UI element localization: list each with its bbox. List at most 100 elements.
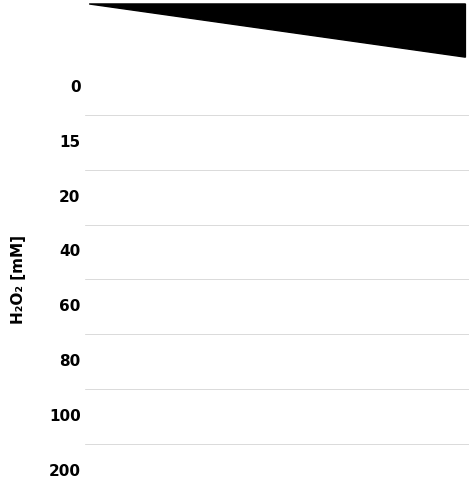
Circle shape — [228, 182, 263, 212]
Circle shape — [305, 198, 315, 206]
Circle shape — [183, 415, 189, 421]
Text: 15: 15 — [59, 135, 81, 150]
Circle shape — [161, 180, 201, 214]
Text: 20: 20 — [59, 189, 81, 204]
Circle shape — [310, 139, 314, 143]
Circle shape — [298, 187, 320, 207]
Circle shape — [237, 299, 246, 307]
Circle shape — [99, 181, 136, 213]
Circle shape — [367, 78, 374, 84]
Circle shape — [91, 175, 143, 219]
Circle shape — [222, 67, 269, 108]
Circle shape — [156, 66, 207, 109]
Circle shape — [93, 286, 142, 328]
Circle shape — [432, 83, 441, 91]
Circle shape — [376, 136, 384, 143]
Circle shape — [306, 249, 312, 255]
Circle shape — [161, 234, 202, 270]
Circle shape — [225, 70, 266, 105]
Circle shape — [370, 253, 374, 256]
Circle shape — [98, 71, 137, 104]
Circle shape — [106, 407, 128, 426]
Circle shape — [374, 194, 379, 198]
Circle shape — [96, 233, 139, 271]
Text: 60: 60 — [59, 299, 81, 314]
Circle shape — [174, 353, 182, 360]
Circle shape — [115, 358, 123, 365]
Circle shape — [358, 74, 389, 101]
Circle shape — [175, 355, 187, 364]
Circle shape — [363, 91, 367, 95]
Circle shape — [110, 366, 121, 375]
Circle shape — [168, 131, 195, 154]
Text: 80: 80 — [59, 354, 81, 369]
Circle shape — [301, 136, 311, 144]
Circle shape — [247, 261, 254, 266]
Circle shape — [166, 239, 196, 265]
Circle shape — [294, 129, 325, 156]
Circle shape — [104, 240, 131, 264]
Circle shape — [102, 75, 132, 100]
Circle shape — [376, 139, 383, 145]
Circle shape — [157, 122, 206, 163]
Circle shape — [124, 412, 131, 418]
Circle shape — [123, 415, 129, 421]
Circle shape — [228, 237, 262, 266]
Circle shape — [305, 303, 313, 310]
Circle shape — [169, 186, 194, 208]
Circle shape — [158, 177, 204, 217]
Circle shape — [172, 353, 191, 370]
Circle shape — [176, 363, 181, 367]
Circle shape — [306, 195, 313, 200]
Circle shape — [318, 143, 326, 150]
Circle shape — [370, 247, 379, 255]
Circle shape — [103, 185, 131, 209]
Circle shape — [181, 416, 184, 419]
Circle shape — [164, 183, 198, 211]
Circle shape — [174, 419, 178, 422]
Circle shape — [235, 133, 256, 151]
Circle shape — [100, 236, 135, 267]
Circle shape — [306, 131, 312, 137]
Circle shape — [239, 303, 247, 311]
Circle shape — [301, 138, 312, 148]
Circle shape — [232, 76, 258, 99]
Circle shape — [302, 250, 307, 255]
Circle shape — [242, 248, 248, 254]
Circle shape — [91, 120, 143, 164]
Circle shape — [164, 127, 199, 157]
Circle shape — [244, 244, 255, 254]
Circle shape — [250, 248, 257, 255]
Circle shape — [92, 231, 142, 273]
Circle shape — [95, 178, 140, 216]
Circle shape — [311, 198, 316, 202]
Text: 200: 200 — [48, 463, 81, 478]
Circle shape — [246, 302, 255, 309]
Circle shape — [253, 253, 261, 261]
Circle shape — [371, 137, 374, 140]
Circle shape — [303, 190, 313, 198]
Circle shape — [233, 186, 258, 208]
Circle shape — [370, 196, 373, 198]
Circle shape — [249, 300, 255, 306]
Circle shape — [94, 67, 141, 108]
Circle shape — [241, 242, 251, 250]
Circle shape — [312, 136, 317, 140]
Circle shape — [120, 363, 127, 368]
Circle shape — [299, 78, 320, 97]
Circle shape — [164, 292, 198, 321]
Circle shape — [114, 360, 119, 364]
Circle shape — [167, 295, 195, 319]
Circle shape — [370, 248, 378, 255]
Text: Cells: Cells — [231, 9, 272, 23]
Circle shape — [113, 412, 122, 420]
Circle shape — [170, 242, 192, 262]
Text: 100: 100 — [49, 409, 81, 424]
Circle shape — [228, 128, 262, 157]
Circle shape — [359, 75, 368, 83]
Circle shape — [121, 415, 132, 424]
Circle shape — [96, 289, 138, 325]
Circle shape — [290, 71, 328, 104]
Circle shape — [307, 306, 310, 308]
Circle shape — [104, 295, 131, 318]
